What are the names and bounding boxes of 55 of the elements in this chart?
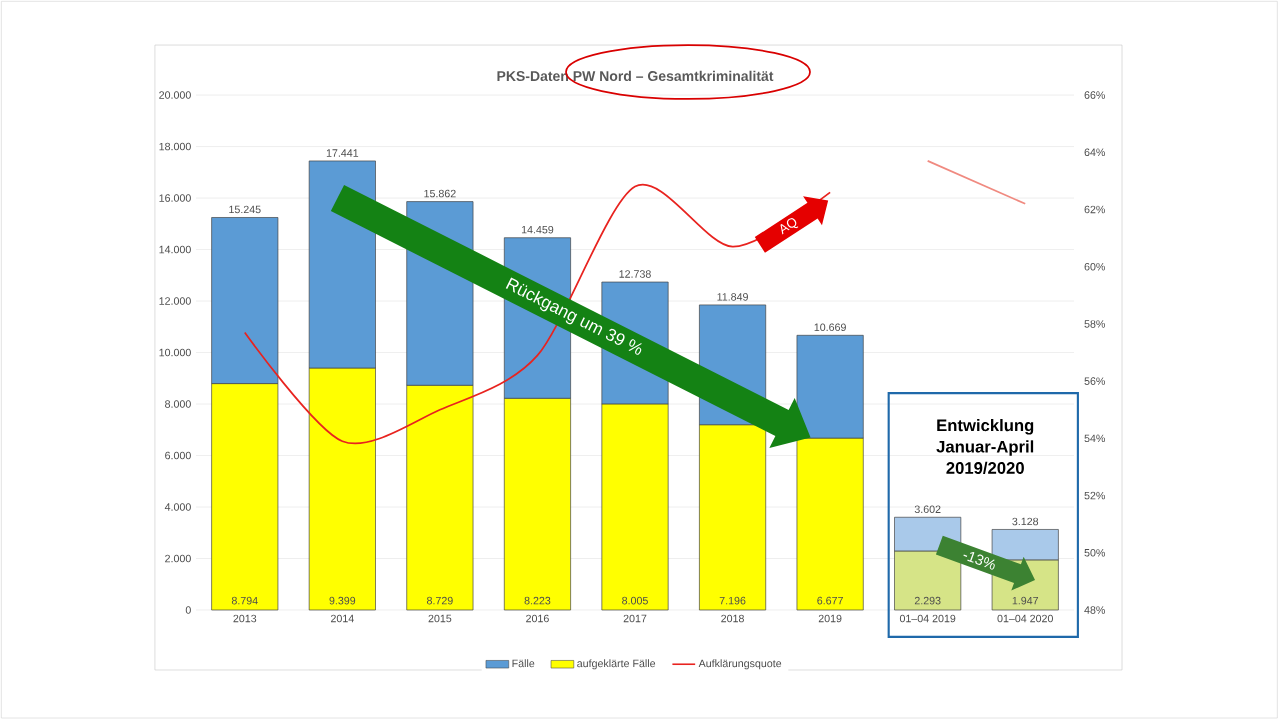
total-label: 15.245 <box>229 205 261 214</box>
y2-tick-label: 56% <box>1084 377 1106 385</box>
x-tick-label: 01–04 2019 <box>899 614 956 623</box>
legend-label: Aufklärungsquote <box>698 659 782 670</box>
legend-label: aufgeklärte Fälle <box>577 659 656 670</box>
annotation: AQ <box>780 218 799 235</box>
y2-tick-label: 50% <box>1084 549 1106 557</box>
x-tick-label: 2016 <box>526 614 549 623</box>
total-label: 15.862 <box>424 189 456 198</box>
annotation: Entwicklung Januar-April 2019/2020 <box>936 418 1034 475</box>
y-tick-label: 10.000 <box>159 348 191 357</box>
chart-title: PKS-Daten PW Nord – Gesamtkriminalität <box>497 70 774 82</box>
x-tick-label: 2017 <box>623 614 647 623</box>
data-label: 2.293 <box>914 596 941 605</box>
data-label: 9.399 <box>329 596 356 605</box>
total-label: 12.738 <box>619 270 651 278</box>
y-tick-label: 16.000 <box>159 194 191 202</box>
x-tick-label: 2014 <box>331 614 354 623</box>
y-tick-label: 20.000 <box>159 91 191 99</box>
y-tick-label: 6.000 <box>165 451 191 460</box>
y-tick-label: 2.000 <box>165 554 191 563</box>
y2-tick-label: 66% <box>1084 91 1106 99</box>
legend-label: Fälle <box>512 659 535 668</box>
y-tick-label: 12.000 <box>159 297 191 305</box>
y2-tick-label: 64% <box>1084 148 1106 157</box>
total-label: 3.602 <box>914 505 941 513</box>
data-label: 8.223 <box>524 596 551 605</box>
data-label: 8.794 <box>231 596 258 605</box>
y2-tick-label: 58% <box>1084 320 1106 328</box>
x-tick-label: 2013 <box>233 614 257 623</box>
y2-tick-label: 60% <box>1084 262 1106 271</box>
annotation: -13% <box>963 552 995 570</box>
data-label: 8.729 <box>427 596 453 605</box>
data-label: 6.677 <box>817 596 843 605</box>
data-label: 1.947 <box>1012 596 1039 605</box>
x-tick-label: 2019 <box>818 614 842 623</box>
y-tick-label: 0 <box>185 606 191 614</box>
y-tick-label: 4.000 <box>164 503 191 511</box>
y-tick-label: 18.000 <box>159 142 191 151</box>
total-label: 11.849 <box>717 293 748 301</box>
data-label: 8.005 <box>622 596 648 605</box>
y-tick-label: 14.000 <box>159 245 191 254</box>
y-tick-label: 8.000 <box>165 400 191 408</box>
total-label: 10.669 <box>814 323 846 332</box>
y2-tick-label: 48% <box>1084 606 1106 614</box>
total-label: 17.441 <box>326 149 359 157</box>
x-tick-label: 01–04 2020 <box>997 614 1053 623</box>
x-tick-label: 2015 <box>428 614 452 623</box>
y2-tick-label: 52% <box>1084 491 1106 500</box>
total-label: 14.459 <box>521 225 554 234</box>
y2-tick-label: 62% <box>1084 205 1106 214</box>
y2-tick-label: 54% <box>1084 434 1106 443</box>
x-tick-label: 2018 <box>721 614 744 623</box>
total-label: 3.128 <box>1012 517 1039 526</box>
data-label: 7.196 <box>719 596 746 605</box>
